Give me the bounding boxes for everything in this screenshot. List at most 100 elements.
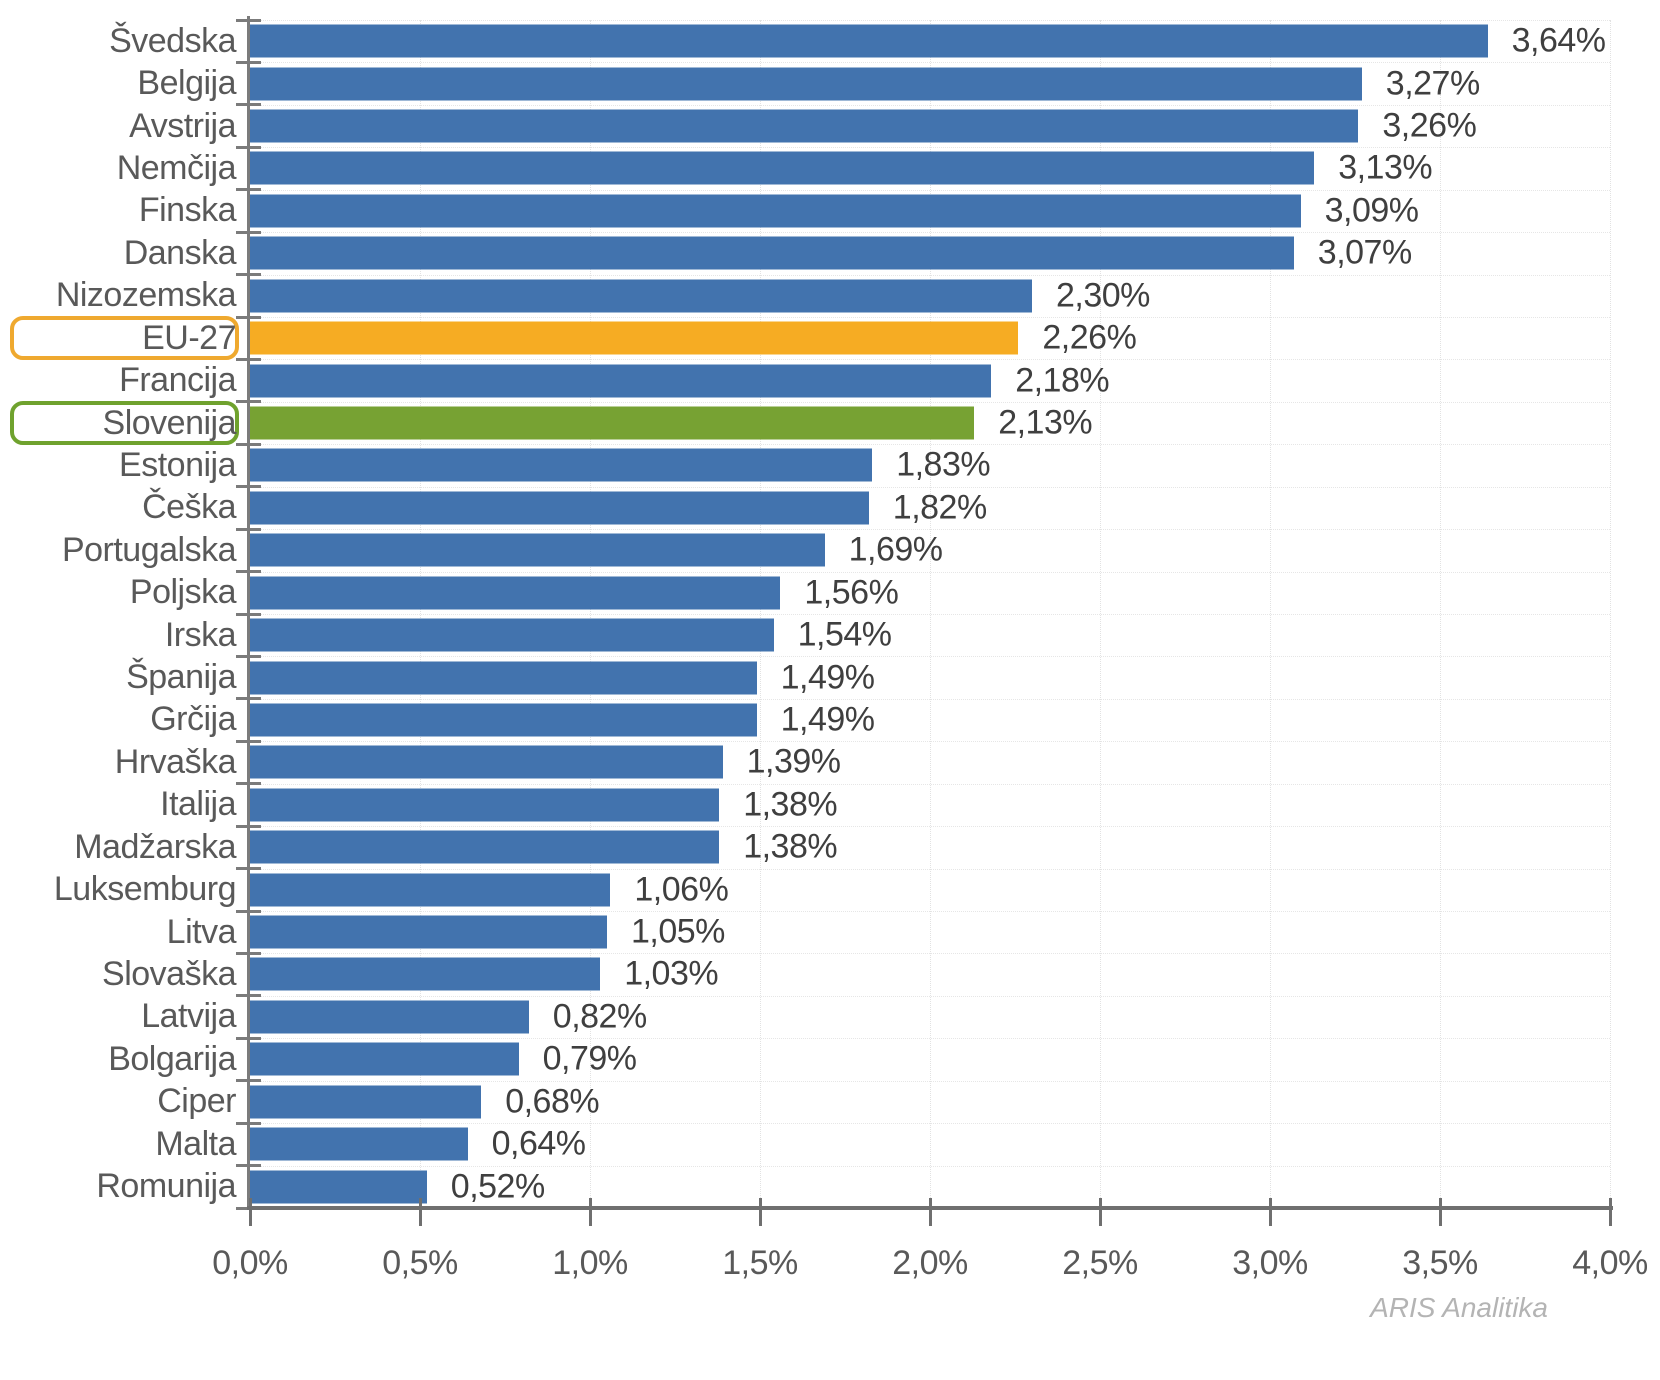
category-cell: Španija [0,656,250,698]
bar-row: 0,64% [250,1123,1610,1165]
category-label: Malta [155,1124,236,1163]
x-tick-label: 3,0% [1232,1244,1308,1282]
gridline-horizontal [250,826,1610,828]
x-axis-tick [1608,1198,1612,1226]
x-axis-tick [1438,1198,1442,1226]
category-label: Finska [138,191,237,230]
gridline-horizontal [250,274,1610,276]
bar-row: 1,54% [250,614,1610,656]
bar [250,109,1359,143]
value-label: 3,64% [1511,21,1606,60]
gridline-horizontal [250,232,1610,234]
bar [250,618,774,652]
category-cell: Grčija [0,699,250,741]
bar [250,67,1362,101]
x-tick-label: 0,0% [212,1244,288,1282]
gridline-horizontal [250,1080,1610,1082]
category-cell: Latvija [0,996,250,1038]
value-label: 3,09% [1324,191,1419,230]
category-label: Avstrija [129,106,236,145]
category-label: Estonija [119,445,236,484]
x-axis-tick [248,1198,252,1226]
gridline-horizontal [250,1123,1610,1125]
bar-row: 1,56% [250,571,1610,613]
category-cell: Litva [0,911,250,953]
value-label: 1,38% [743,785,838,824]
y-axis-tick [236,485,261,489]
gridline-horizontal [250,783,1610,785]
watermark: ARIS Analitika [1370,1292,1548,1323]
category-cell: EU-27 [0,316,250,361]
y-axis-tick [236,1164,261,1168]
value-label: 1,56% [804,573,899,612]
bar-row: 3,27% [250,62,1610,104]
category-label: Hrvaška [114,742,237,781]
category-cell: Švedska [0,20,250,62]
y-axis-tick [236,782,261,786]
category-cell: Nizozemska [0,275,250,317]
y-axis-tick [236,1036,261,1040]
value-label: 1,49% [780,700,875,739]
y-axis-tick [236,612,261,616]
gridline-horizontal [250,529,1610,531]
category-label: Nemčija [116,148,237,187]
gridline-horizontal [250,189,1610,191]
bar-row: 1,38% [250,784,1610,826]
value-label: 2,30% [1056,276,1150,315]
bar [250,1085,482,1119]
y-axis-tick [236,357,261,361]
category-label: Slovaška [102,954,236,993]
y-axis-tick [236,697,261,701]
category-axis: Švedska Belgija Avstrija Nemčija Finska Dansk… [0,20,250,1208]
y-axis-tick [236,18,261,22]
value-label: 1,38% [743,827,838,866]
category-cell: Luksemburg [0,868,250,910]
category-cell: Danska [0,232,250,274]
bar [250,873,611,907]
gridline-horizontal [250,20,1610,21]
category-label: Italija [160,785,236,824]
y-axis-tick [236,400,261,404]
category-label: Češka [142,488,236,527]
value-label: 3,13% [1338,148,1433,187]
bar-row: 3,09% [250,190,1610,232]
category-cell: Češka [0,487,250,529]
bar [250,1000,529,1034]
y-axis-tick [236,654,261,658]
category-label: Latvija [141,997,236,1036]
category-label: Grčija [150,700,236,739]
gridline-horizontal [250,1038,1610,1040]
value-label: 2,18% [1015,361,1110,400]
bar [250,321,1019,355]
plot-area: 3,64% 3,27% 3,26% 3,13% 3,09% 3,07% 2,30% 2,26%… [250,20,1611,1209]
y-axis-tick [236,824,261,828]
bar [250,788,720,822]
category-label: EU-27 [142,318,236,357]
gridline-horizontal [250,317,1610,318]
y-axis-tick [236,1079,261,1083]
x-tick-label: 0,5% [382,1244,458,1282]
x-tick-label: 1,0% [552,1244,628,1282]
gridline-horizontal [250,911,1610,912]
value-label: 1,82% [892,488,987,527]
category-cell: Estonija [0,444,250,486]
category-cell: Avstrija [0,105,250,147]
category-cell: Madžarska [0,826,250,868]
category-label: Belgija [137,64,236,103]
bar [250,491,869,525]
category-cell: Bolgarija [0,1038,250,1080]
category-cell: Ciper [0,1081,250,1123]
category-cell: Slovaška [0,953,250,995]
bar-row: 1,82% [250,487,1610,529]
x-axis-tick [928,1198,932,1226]
bar [250,957,601,991]
gridline-horizontal [250,614,1610,615]
bar-row: 1,69% [250,529,1610,571]
category-cell: Portugalska [0,529,250,571]
value-label: 0,82% [552,997,647,1036]
gridline-horizontal [250,656,1610,658]
y-axis-tick [236,60,261,64]
x-axis-tick [1268,1198,1272,1226]
bar-row: 3,64% [250,20,1610,62]
